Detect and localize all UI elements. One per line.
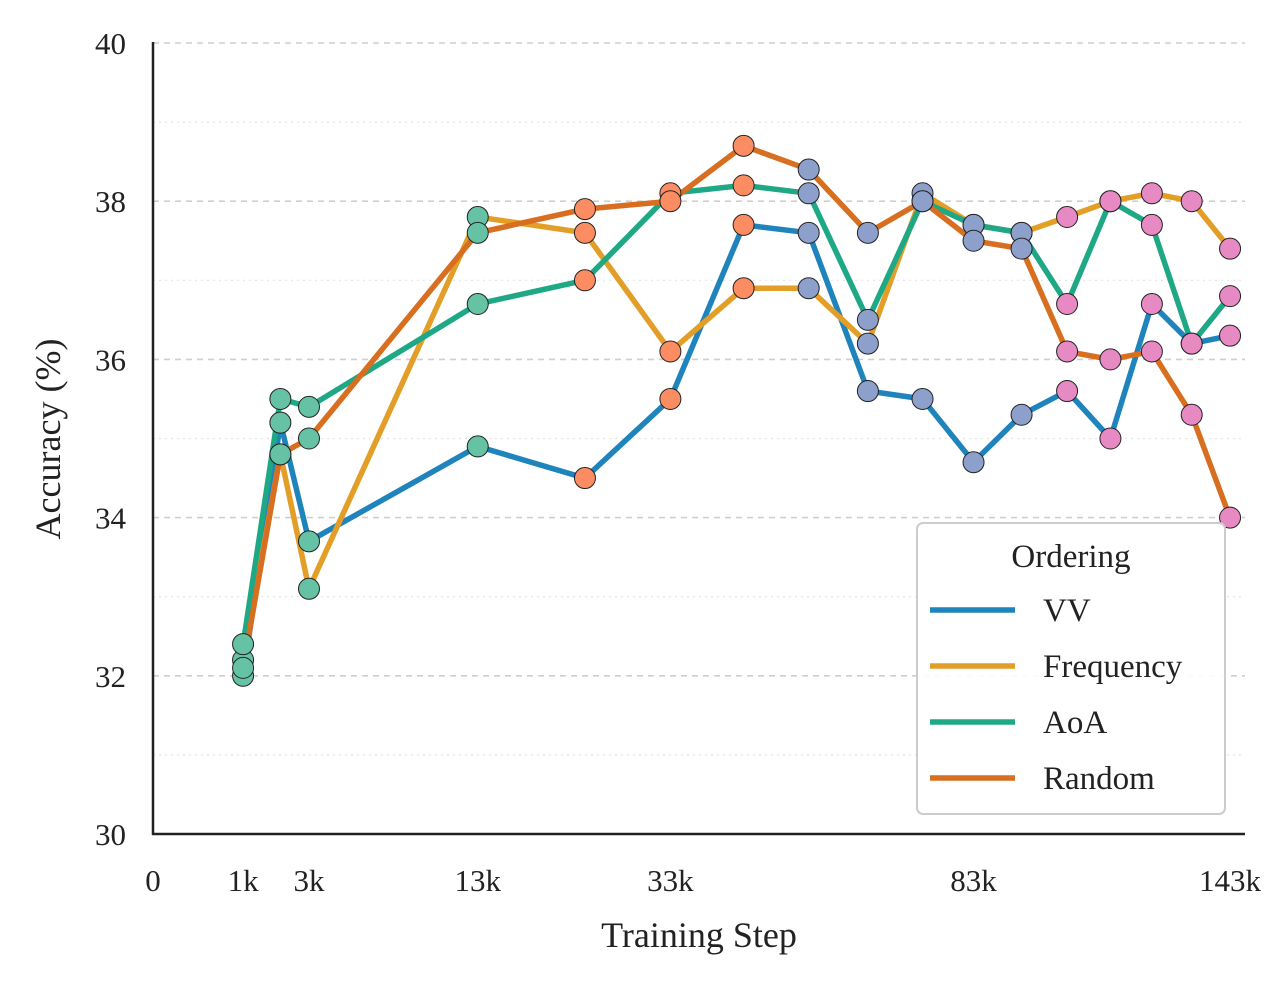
data-point-random xyxy=(232,656,255,679)
data-point-random xyxy=(797,158,820,181)
x-axis-label: Training Step xyxy=(601,915,797,955)
data-point-frequency xyxy=(1180,190,1203,213)
x-tick-label: 0 xyxy=(145,863,161,898)
y-tick-label: 38 xyxy=(95,184,126,219)
data-point-aoa xyxy=(1140,213,1163,236)
y-tick-label: 36 xyxy=(95,342,126,377)
data-point-random xyxy=(573,198,596,221)
data-point-aoa xyxy=(298,395,320,418)
data-point-random xyxy=(269,443,292,466)
y-tick-label: 34 xyxy=(95,501,127,536)
data-point-frequency xyxy=(797,277,820,300)
y-axis-label: Accuracy (%) xyxy=(28,339,68,540)
data-point-frequency xyxy=(856,332,879,355)
data-point-frequency xyxy=(1219,237,1242,260)
data-point-frequency xyxy=(1056,206,1079,229)
data-point-vv xyxy=(797,221,820,244)
data-point-random xyxy=(1219,506,1242,529)
data-point-vv xyxy=(911,387,934,410)
data-point-aoa xyxy=(466,293,489,316)
data-point-aoa xyxy=(732,174,755,197)
legend: Ordering VV Frequency AoA Random xyxy=(916,522,1226,815)
legend-label-random: Random xyxy=(1043,761,1155,797)
grid-lines xyxy=(153,42,1245,756)
data-point-frequency xyxy=(659,340,682,363)
data-point-vv xyxy=(269,411,292,434)
x-tick-label: 1k xyxy=(228,863,260,898)
x-tick-label: 13k xyxy=(454,863,501,898)
data-point-random xyxy=(1056,340,1079,363)
data-point-aoa xyxy=(797,182,820,205)
data-markers xyxy=(232,134,1242,687)
x-tick-label: 83k xyxy=(950,863,997,898)
data-point-random xyxy=(1140,340,1163,363)
data-point-random xyxy=(298,427,320,450)
x-tick-label: 33k xyxy=(647,863,694,898)
data-point-aoa xyxy=(1056,293,1079,316)
data-point-vv xyxy=(856,380,879,403)
data-point-random xyxy=(732,134,755,157)
tick-labels: 30 32 34 36 38 40 0 1k 3k 13k 33k 83k 143k xyxy=(95,26,1262,898)
data-point-random xyxy=(1099,348,1122,371)
data-point-random xyxy=(962,229,985,252)
data-point-vv xyxy=(1010,403,1033,426)
data-point-aoa xyxy=(573,269,596,292)
data-point-random xyxy=(856,221,879,244)
data-point-vv xyxy=(1056,380,1079,403)
data-point-random xyxy=(1010,237,1033,260)
data-point-random xyxy=(1180,403,1203,426)
y-tick-label: 40 xyxy=(95,26,126,61)
data-point-random xyxy=(659,190,682,213)
data-point-vv xyxy=(1219,324,1242,347)
data-point-aoa xyxy=(856,308,879,331)
data-point-random xyxy=(911,190,934,213)
x-tick-label: 143k xyxy=(1199,863,1262,898)
data-point-vv xyxy=(1140,293,1163,316)
data-point-vv xyxy=(573,467,596,490)
data-point-vv xyxy=(732,213,755,236)
data-point-vv xyxy=(962,451,985,474)
legend-label-vv: VV xyxy=(1043,593,1091,629)
data-point-vv xyxy=(659,387,682,410)
legend-label-frequency: Frequency xyxy=(1043,649,1183,685)
data-point-aoa xyxy=(269,387,292,410)
data-point-random xyxy=(466,221,489,244)
data-point-aoa xyxy=(232,633,255,656)
y-tick-label: 30 xyxy=(95,817,126,852)
data-point-frequency xyxy=(573,221,596,244)
y-tick-label: 32 xyxy=(95,659,126,694)
data-point-vv xyxy=(298,530,320,553)
data-point-aoa xyxy=(1180,332,1203,355)
x-tick-label: 3k xyxy=(294,863,326,898)
data-point-frequency xyxy=(732,277,755,300)
legend-label-aoa: AoA xyxy=(1043,705,1107,741)
data-point-frequency xyxy=(298,577,320,600)
data-point-aoa xyxy=(1099,190,1122,213)
data-point-vv xyxy=(466,435,489,458)
data-point-vv xyxy=(1099,427,1122,450)
data-point-frequency xyxy=(1140,182,1163,205)
legend-frame xyxy=(916,522,1226,815)
axes xyxy=(151,42,1245,836)
data-point-aoa xyxy=(1219,285,1242,308)
legend-title: Ordering xyxy=(1011,539,1130,575)
